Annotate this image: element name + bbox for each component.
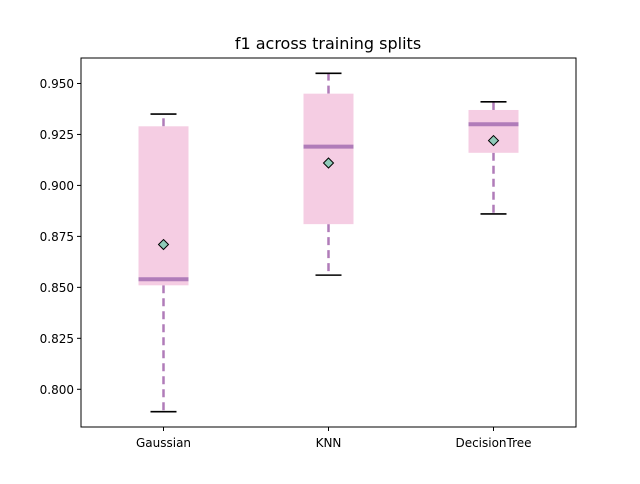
x-tick-label: KNN — [316, 436, 342, 450]
box-iqr — [468, 109, 519, 153]
y-axis: 0.800 0.825 0.850 0.875 0.900 0.925 0.950 — [40, 77, 81, 397]
box-group-knn — [303, 72, 354, 276]
mean-marker — [322, 157, 335, 169]
y-tick-label: 0.900 — [40, 179, 74, 193]
x-tick-label: Gaussian — [136, 436, 191, 450]
y-tick-label: 0.925 — [40, 128, 74, 142]
y-tick-label: 0.875 — [40, 230, 74, 244]
y-tick-label: 0.850 — [40, 281, 74, 295]
plot-area — [138, 72, 519, 413]
y-tick-label: 0.800 — [40, 383, 74, 397]
mean-marker — [487, 134, 500, 147]
box-group-gaussian — [138, 113, 189, 413]
y-tick-label: 0.825 — [40, 332, 74, 346]
box-group-decisiontree — [468, 101, 519, 215]
x-axis: Gaussian KNN DecisionTree — [136, 427, 532, 450]
x-tick-label: DecisionTree — [455, 436, 531, 450]
chart-title: f1 across training splits — [235, 34, 421, 53]
box-iqr — [138, 126, 189, 286]
mean-marker — [157, 238, 170, 251]
y-tick-label: 0.950 — [40, 77, 74, 91]
